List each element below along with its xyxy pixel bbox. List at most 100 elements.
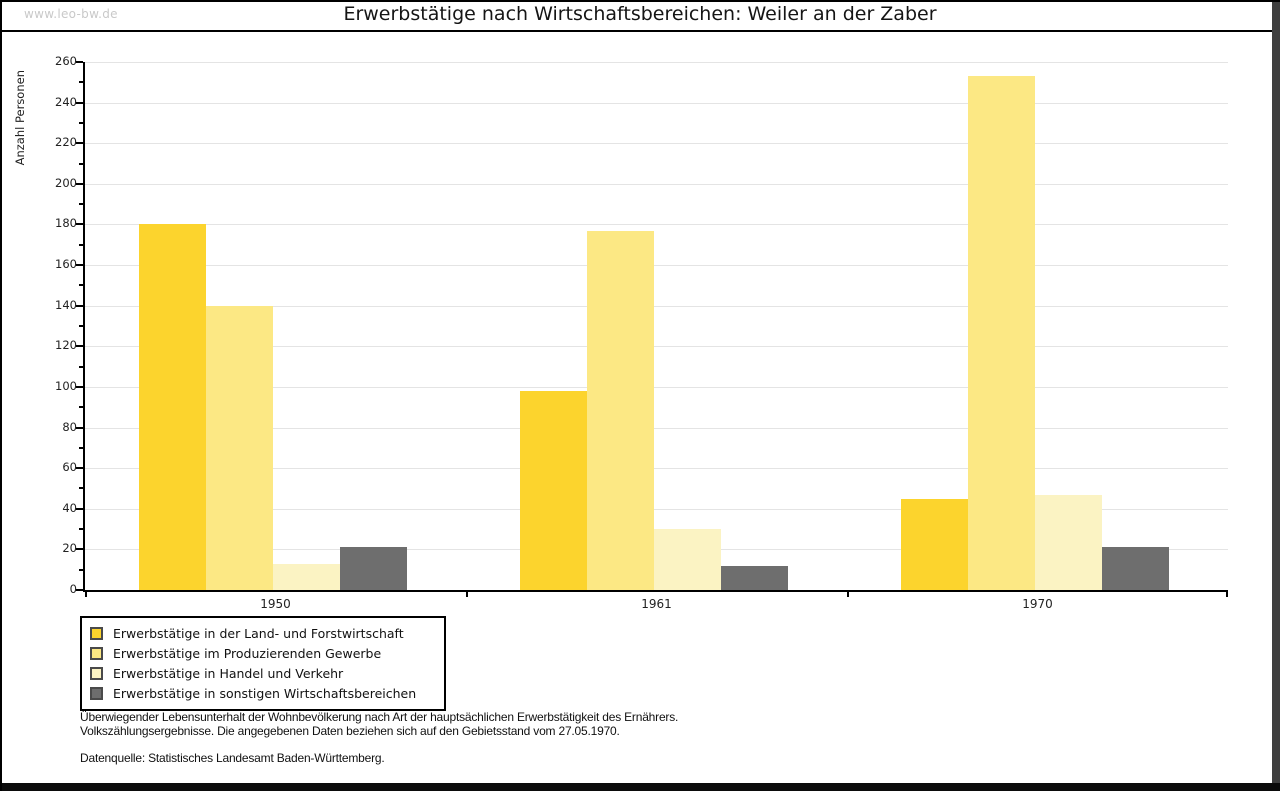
y-minor-tick-70 bbox=[79, 446, 83, 449]
frame-border-left bbox=[0, 0, 2, 791]
bar-1950-series-1 bbox=[139, 224, 206, 590]
gridline-y-220 bbox=[85, 143, 1228, 145]
legend-label-4: Erwerbstätige in sonstigen Wirtschaftsbe… bbox=[113, 685, 417, 701]
y-minor-tick-10 bbox=[79, 568, 83, 571]
gridline-y-240 bbox=[85, 102, 1228, 104]
y-minor-tick-90 bbox=[79, 406, 83, 409]
y-minor-tick-130 bbox=[79, 325, 83, 327]
y-major-tick-0 bbox=[76, 589, 83, 591]
legend-item-3: Erwerbstätige in Handel und Verkehr bbox=[90, 663, 436, 683]
x-tick-label-1961: 1961 bbox=[641, 597, 672, 611]
y-tick-label-0: 0 bbox=[69, 582, 77, 596]
bar-1961-series-1 bbox=[520, 391, 587, 590]
y-minor-tick-170 bbox=[79, 243, 83, 246]
y-tick-label-260: 260 bbox=[55, 54, 77, 68]
gridline-y-140 bbox=[85, 305, 1228, 307]
data-source: Datenquelle: Statistisches Landesamt Bad… bbox=[80, 751, 385, 765]
frame-shadow-right bbox=[1272, 0, 1280, 791]
gridline-y-180 bbox=[85, 224, 1228, 226]
legend-label-3: Erwerbstätige in Handel und Verkehr bbox=[113, 665, 344, 681]
footnote-line-2: Volkszählungsergebnisse. Die angegebenen… bbox=[80, 724, 620, 738]
legend-swatch-4 bbox=[90, 686, 103, 700]
y-major-tick-200 bbox=[76, 182, 83, 185]
x-boundary-tick-0 bbox=[85, 592, 87, 597]
gridline-y-160 bbox=[85, 265, 1228, 267]
bar-1950-series-2 bbox=[206, 305, 273, 590]
y-minor-tick-210 bbox=[79, 162, 83, 165]
title-separator-line bbox=[0, 30, 1280, 32]
gridline-y-80 bbox=[85, 427, 1228, 429]
y-major-tick-100 bbox=[76, 385, 83, 388]
y-major-tick-40 bbox=[76, 507, 83, 510]
bar-1961-series-3 bbox=[654, 529, 721, 590]
bar-1970-series-3 bbox=[1035, 494, 1102, 590]
y-tick-label-240: 240 bbox=[55, 94, 77, 109]
y-tick-label-220: 220 bbox=[55, 135, 77, 150]
bar-1970-series-4 bbox=[1102, 547, 1169, 590]
y-tick-label-80: 80 bbox=[62, 419, 77, 434]
y-major-tick-20 bbox=[76, 548, 83, 551]
y-tick-label-160: 160 bbox=[55, 257, 77, 272]
y-major-tick-220 bbox=[76, 142, 83, 145]
x-tick-label-1970: 1970 bbox=[1022, 597, 1053, 611]
y-minor-tick-250 bbox=[79, 81, 83, 84]
gridline-y-260 bbox=[85, 62, 1228, 63]
legend-label-2: Erwerbstätige im Produzierenden Gewerbe bbox=[113, 645, 382, 661]
y-major-tick-160 bbox=[76, 264, 83, 267]
y-tick-label-20: 20 bbox=[62, 541, 77, 556]
y-tick-label-40: 40 bbox=[62, 500, 77, 515]
bar-1970-series-1 bbox=[901, 498, 968, 590]
bar-1961-series-2 bbox=[587, 230, 654, 590]
y-major-tick-80 bbox=[76, 426, 83, 429]
legend-label-1: Erwerbstätige in der Land- und Forstwirt… bbox=[113, 625, 404, 641]
legend: Erwerbstätige in der Land- und Forstwirt… bbox=[80, 616, 446, 711]
gridline-y-200 bbox=[85, 183, 1228, 185]
x-tick-label-1950: 1950 bbox=[260, 597, 291, 611]
y-tick-label-180: 180 bbox=[55, 216, 77, 231]
y-axis-line bbox=[83, 62, 85, 592]
y-tick-label-60: 60 bbox=[62, 460, 77, 475]
y-minor-tick-150 bbox=[79, 284, 83, 287]
y-major-tick-120 bbox=[76, 345, 83, 348]
legend-item-2: Erwerbstätige im Produzierenden Gewerbe bbox=[90, 643, 436, 663]
plot-area: 0 20 40 60 80 100 120 140 160 180 200 220 240 260 1950… bbox=[55, 55, 1228, 611]
legend-item-4: Erwerbstätige in sonstigen Wirtschaftsbe… bbox=[90, 683, 436, 703]
y-major-tick-240 bbox=[76, 101, 83, 104]
leo-bw-watermark: www.leo-bw.de bbox=[24, 7, 118, 21]
bar-1970-series-2 bbox=[968, 76, 1035, 590]
y-tick-label-100: 100 bbox=[55, 378, 77, 393]
bar-1950-series-4 bbox=[340, 547, 407, 590]
y-tick-label-140: 140 bbox=[55, 297, 77, 312]
bar-1961-series-4 bbox=[721, 565, 788, 590]
gridline-y-100 bbox=[85, 386, 1228, 388]
legend-swatch-2 bbox=[90, 646, 103, 660]
y-minor-tick-230 bbox=[79, 121, 83, 124]
gridline-y-120 bbox=[85, 346, 1228, 348]
legend-item-1: Erwerbstätige in der Land- und Forstwirt… bbox=[90, 623, 436, 643]
y-minor-tick-190 bbox=[79, 203, 83, 206]
y-tick-label-120: 120 bbox=[55, 338, 77, 353]
legend-swatch-3 bbox=[90, 666, 103, 680]
footnote-line-1: Überwiegender Lebensunterhalt der Wohnbe… bbox=[80, 710, 679, 724]
x-boundary-tick-3 bbox=[1226, 592, 1228, 597]
y-tick-label-200: 200 bbox=[55, 175, 77, 190]
y-major-tick-140 bbox=[76, 304, 83, 307]
x-axis-line bbox=[83, 590, 1228, 592]
legend-swatch-1 bbox=[90, 626, 103, 640]
y-minor-tick-50 bbox=[79, 487, 83, 490]
y-major-tick-260 bbox=[76, 61, 83, 63]
y-major-tick-180 bbox=[76, 223, 83, 226]
footnote: Überwiegender Lebensunterhalt der Wohnbe… bbox=[80, 710, 1180, 765]
y-major-tick-60 bbox=[76, 467, 83, 470]
chart-title: Erwerbstätige nach Wirtschaftsbereichen:… bbox=[343, 3, 937, 25]
y-minor-tick-30 bbox=[79, 528, 83, 531]
bar-1950-series-3 bbox=[273, 563, 340, 590]
frame-shadow-bottom bbox=[0, 783, 1280, 791]
x-boundary-tick-2 bbox=[847, 592, 849, 597]
x-boundary-tick-1 bbox=[466, 592, 468, 597]
gridline-y-60 bbox=[85, 468, 1228, 470]
gridline-y-40 bbox=[85, 508, 1228, 510]
frame-border-top bbox=[0, 0, 1280, 2]
y-minor-tick-110 bbox=[79, 365, 83, 368]
